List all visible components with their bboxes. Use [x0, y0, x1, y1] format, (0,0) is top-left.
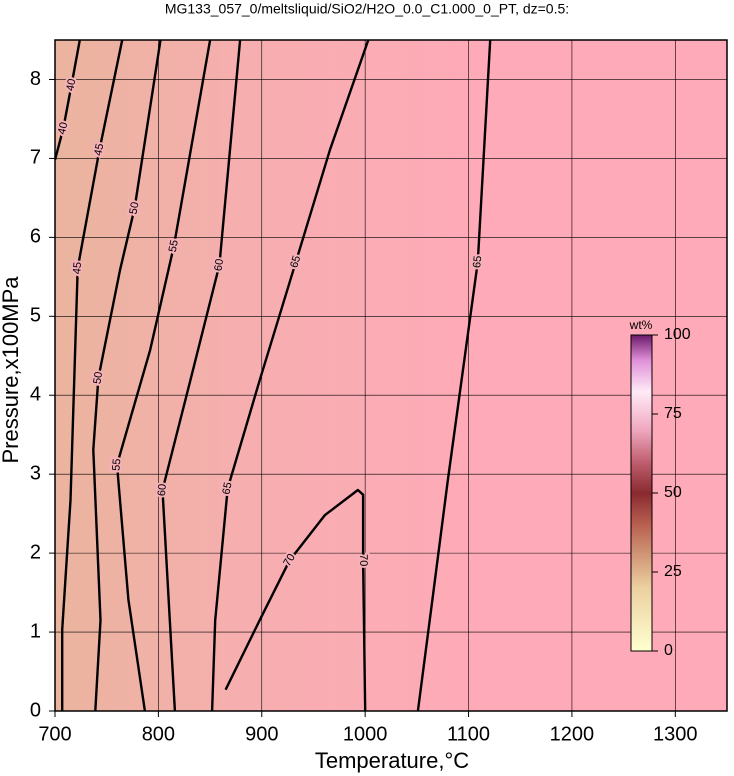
colorbar-tick-label: 25: [664, 563, 682, 580]
contour-line: [224, 488, 367, 711]
contour-label: 55: [110, 458, 123, 471]
contour-label: 40: [64, 78, 78, 92]
x-tick-label: 1300: [653, 723, 698, 745]
contour-line: [115, 40, 212, 711]
contour-line: [416, 40, 492, 711]
contour-line: [92, 40, 162, 711]
y-tick-label: 0: [30, 699, 41, 721]
colorbar-label: wt%: [629, 318, 653, 332]
contour-label: 45: [92, 143, 106, 157]
contour-label: 60: [212, 258, 226, 272]
contour-label: 55: [167, 239, 181, 253]
x-tick-label: 800: [142, 723, 175, 745]
y-tick-label: 1: [30, 620, 41, 642]
colorbar-tick-label: 75: [664, 405, 682, 422]
x-tick-label: 1000: [343, 723, 388, 745]
colorbar-tick-label: 100: [664, 326, 691, 343]
y-tick-label: 2: [30, 541, 41, 563]
contour-label: 60: [156, 483, 169, 496]
x-axis-label: Temperature,°C: [315, 748, 469, 773]
y-axis-label: Pressure,x100MPa: [0, 276, 23, 464]
colorbar: [630, 334, 653, 652]
contour-line: [161, 40, 242, 711]
chart-title: MG133_057_0/meltsliquid/SiO2/H2O_0.0_C1.…: [165, 1, 569, 17]
x-tick-label: 900: [245, 723, 278, 745]
y-tick-label: 3: [30, 462, 41, 484]
contour-label: 45: [71, 262, 84, 275]
contour-label: 40: [56, 121, 70, 136]
plot-frame: [54, 39, 728, 712]
colorbar-tick-label: 50: [664, 484, 682, 501]
contour-label: 50: [91, 371, 105, 385]
contour-line: [55, 40, 81, 161]
contour-line: [210, 40, 370, 711]
colorbar-tick-label: 0: [664, 642, 673, 659]
contour-label: 65: [221, 481, 235, 495]
x-tick-label: 700: [38, 723, 71, 745]
y-tick-label: 5: [30, 305, 41, 327]
x-tick-label: 1100: [447, 723, 490, 745]
contour-label: 65: [288, 254, 303, 269]
contour-label: 70: [357, 554, 369, 566]
y-tick-label: 4: [30, 384, 41, 406]
contour-label: 65: [471, 255, 484, 268]
y-tick-label: 8: [30, 68, 41, 90]
x-tick-label: 1200: [550, 723, 595, 745]
contour-line: [61, 40, 124, 711]
y-tick-label: 7: [30, 147, 41, 169]
contour-label: 50: [128, 201, 142, 215]
plot-area: [55, 40, 727, 711]
y-tick-label: 6: [30, 226, 41, 248]
